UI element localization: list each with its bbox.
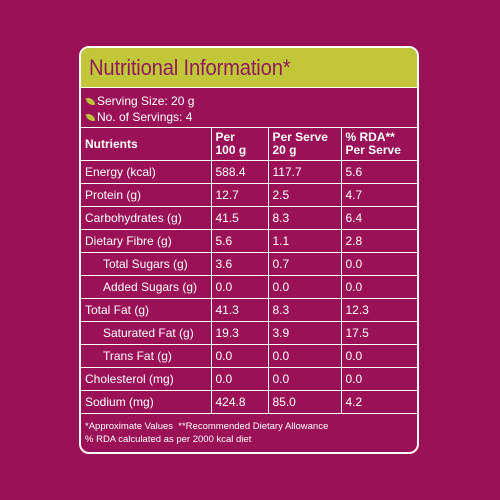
serving-size-line: Serving Size: 20 g <box>85 93 417 109</box>
value-rda: 0.0 <box>340 252 417 276</box>
table-row: Dietary Fibre (g) 5.6 1.1 2.8 <box>81 229 417 253</box>
table-row: Total Sugars (g) 3.6 0.7 0.0 <box>81 252 417 276</box>
header-nutrients: Nutrients <box>81 128 212 161</box>
value-rda: 4.2 <box>340 390 417 414</box>
header-per-100g: Per 100 g <box>210 128 269 161</box>
value-per-serve: 8.3 <box>267 206 342 230</box>
nutrient-name: Added Sugars (g) <box>81 275 212 299</box>
nutrition-panel: Nutritional Information* Serving Size: 2… <box>79 46 419 454</box>
value-per-100g: 424.8 <box>210 390 269 414</box>
title-bar: Nutritional Information* <box>81 48 417 88</box>
value-per-serve: 0.7 <box>267 252 342 276</box>
servings-count: No. of Servings: 4 <box>97 110 193 124</box>
table-row: Saturated Fat (g) 19.3 3.9 17.5 <box>81 321 417 345</box>
value-per-serve: 3.9 <box>267 321 342 345</box>
footnote-rda-basis: % RDA calculated as per 2000 kcal diet <box>85 434 252 445</box>
table-row: Sodium (mg) 424.8 85.0 4.2 <box>81 390 417 414</box>
value-per-100g: 588.4 <box>210 160 269 184</box>
table-row: Energy (kcal) 588.4 117.7 5.6 <box>81 160 417 184</box>
value-rda: 17.5 <box>340 321 417 345</box>
nutrient-name: Total Fat (g) <box>81 298 212 322</box>
nutrient-name: Protein (g) <box>81 183 212 207</box>
nutrient-name: Saturated Fat (g) <box>81 321 212 345</box>
value-per-serve: 0.0 <box>267 344 342 368</box>
serving-size: Serving Size: 20 g <box>97 94 195 108</box>
value-per-100g: 12.7 <box>210 183 269 207</box>
value-per-serve: 1.1 <box>267 229 342 253</box>
value-rda: 0.0 <box>340 367 417 391</box>
leaf-icon <box>85 111 96 123</box>
value-rda: 0.0 <box>340 275 417 299</box>
header-per-serve: Per Serve 20 g <box>267 128 342 161</box>
table-row: Total Fat (g) 41.3 8.3 12.3 <box>81 298 417 322</box>
panel-title: Nutritional Information* <box>89 54 291 80</box>
value-per-serve: 0.0 <box>267 367 342 391</box>
value-per-serve: 85.0 <box>267 390 342 414</box>
nutrient-name: Sodium (mg) <box>81 390 212 414</box>
nutrient-name: Cholesterol (mg) <box>81 367 212 391</box>
servings-count-line: No. of Servings: 4 <box>85 109 417 125</box>
nutrient-name: Total Sugars (g) <box>81 252 212 276</box>
value-per-100g: 0.0 <box>210 275 269 299</box>
value-per-100g: 3.6 <box>210 252 269 276</box>
value-rda: 6.4 <box>340 206 417 230</box>
table-header-row: Nutrients Per 100 g Per Serve 20 g % RDA… <box>81 128 417 161</box>
nutrient-name: Energy (kcal) <box>81 160 212 184</box>
value-rda: 4.7 <box>340 183 417 207</box>
nutrient-name: Carbohydrates (g) <box>81 206 212 230</box>
value-per-serve: 0.0 <box>267 275 342 299</box>
header-rda: % RDA** Per Serve <box>340 128 417 161</box>
value-per-100g: 41.3 <box>210 298 269 322</box>
nutrition-table: Nutrients Per 100 g Per Serve 20 g % RDA… <box>81 128 417 414</box>
table-row: Carbohydrates (g) 41.5 8.3 6.4 <box>81 206 417 230</box>
value-rda: 5.6 <box>340 160 417 184</box>
footnotes: *Approximate Values **Recommended Dietar… <box>81 414 417 446</box>
value-rda: 0.0 <box>340 344 417 368</box>
leaf-icon <box>85 95 96 107</box>
value-per-100g: 19.3 <box>210 321 269 345</box>
value-per-serve: 8.3 <box>267 298 342 322</box>
value-rda: 12.3 <box>340 298 417 322</box>
footnote-definitions: *Approximate Values **Recommended Dietar… <box>85 421 329 432</box>
table-row: Cholesterol (mg) 0.0 0.0 0.0 <box>81 367 417 391</box>
value-per-100g: 0.0 <box>210 344 269 368</box>
value-per-100g: 41.5 <box>210 206 269 230</box>
nutrient-name: Trans Fat (g) <box>81 344 212 368</box>
value-per-serve: 117.7 <box>267 160 342 184</box>
nutrient-name: Dietary Fibre (g) <box>81 229 212 253</box>
table-row: Trans Fat (g) 0.0 0.0 0.0 <box>81 344 417 368</box>
value-rda: 2.8 <box>340 229 417 253</box>
table-row: Added Sugars (g) 0.0 0.0 0.0 <box>81 275 417 299</box>
value-per-serve: 2.5 <box>267 183 342 207</box>
serving-info: Serving Size: 20 g No. of Servings: 4 <box>81 88 417 128</box>
value-per-100g: 0.0 <box>210 367 269 391</box>
table-row: Protein (g) 12.7 2.5 4.7 <box>81 183 417 207</box>
value-per-100g: 5.6 <box>210 229 269 253</box>
